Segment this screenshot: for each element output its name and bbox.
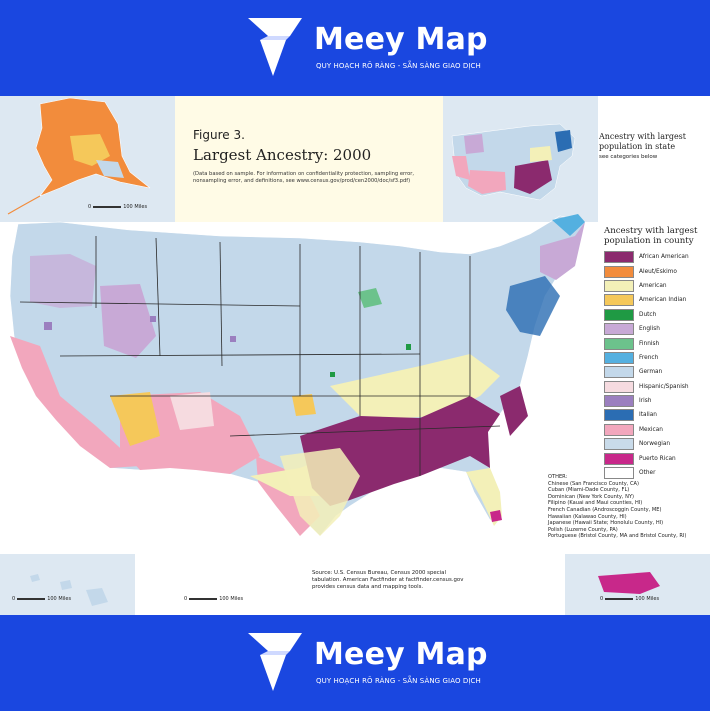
legend-label: African American xyxy=(639,254,689,261)
legend-item: Norwegian xyxy=(604,437,706,451)
legend-label: Other xyxy=(639,470,656,477)
legend-item: Mexican xyxy=(604,423,706,437)
legend-item: German xyxy=(604,365,706,379)
legend-swatch xyxy=(604,452,634,465)
other-line: Polish (Luzerne County, PA) xyxy=(548,526,618,533)
legend-item: African American xyxy=(604,250,706,264)
legend-swatch xyxy=(604,308,634,321)
legend-label: American Indian xyxy=(639,297,687,304)
legend-swatch xyxy=(604,380,634,393)
scale-label: 100 Miles xyxy=(123,204,148,210)
figure-note: (Data based on sample. For information o… xyxy=(193,171,415,184)
alaska-scale: 0 100 Miles xyxy=(88,204,147,210)
legend-label: Italian xyxy=(639,412,657,419)
legend-swatch xyxy=(604,366,634,379)
legend-item: American xyxy=(604,279,706,293)
legend-swatch xyxy=(604,351,634,364)
legend-swatch xyxy=(604,409,634,422)
other-line: Japanese (Hawaii State; Honolulu County,… xyxy=(548,520,664,527)
scale-zero: 0 xyxy=(12,596,16,602)
other-ancestries: OTHER: Chinese (San Francisco County, CA… xyxy=(548,474,710,540)
state-inset-subtitle: see categories below xyxy=(599,154,658,160)
legend-label: Finnish xyxy=(639,340,660,347)
scale-label: 100 Miles xyxy=(219,596,244,602)
legend-swatch xyxy=(604,337,634,350)
source-note: Source: U.S. Census Bureau, Census 2000 … xyxy=(312,570,472,591)
legend-label: Aleut/Eskimo xyxy=(639,268,677,275)
hawaii-scale: 0 100 Miles xyxy=(12,596,71,602)
legend-swatch xyxy=(604,323,634,336)
ancestry-map: Figure 3. Largest Ancestry: 2000 (Data b… xyxy=(0,96,710,615)
main-scale: 0 100 Miles xyxy=(184,596,243,602)
figure-title: Largest Ancestry: 2000 xyxy=(193,146,372,164)
other-line: Chinese (San Francisco County, CA) xyxy=(548,480,639,487)
legend-label: Norwegian xyxy=(639,441,671,448)
legend-item: American Indian xyxy=(604,293,706,307)
legend-label: Mexican xyxy=(639,426,663,433)
scale-label: 100 Miles xyxy=(635,596,660,602)
legend-swatch xyxy=(604,395,634,408)
legend-swatch xyxy=(604,467,634,480)
legend-title: Ancestry with largest population in coun… xyxy=(604,226,698,246)
state-inset-title: Ancestry with largest population in stat… xyxy=(599,132,686,151)
legend-item: Irish xyxy=(604,394,706,408)
legend-swatch xyxy=(604,438,634,451)
legend-swatch xyxy=(604,294,634,307)
legend-label: German xyxy=(639,369,663,376)
brand-tagline: QUY HOẠCH RÕ RÀNG - SẴN SÀNG GIAO DỊCH xyxy=(316,677,481,685)
brand-logo[interactable]: Meey Map QUY HOẠCH RÕ RÀNG - SẴN SÀNG GI… xyxy=(246,631,488,697)
figure-number: Figure 3. xyxy=(193,128,245,142)
brand-tagline: QUY HOẠCH RÕ RÀNG - SẴN SÀNG GIAO DỊCH xyxy=(316,62,481,70)
legend-label: Puerto Rican xyxy=(639,455,676,462)
top-banner: Meey Map QUY HOẠCH RÕ RÀNG - SẴN SÀNG GI… xyxy=(0,0,710,96)
puerto-rico-scale: 0 100 Miles xyxy=(600,596,659,602)
legend-label: Irish xyxy=(639,398,652,405)
meey-logo-icon xyxy=(248,633,302,691)
legend-item: English xyxy=(604,322,706,336)
other-line: Hawaiian (Kalawao County, HI) xyxy=(548,513,627,520)
map-legend: Ancestry with largest population in coun… xyxy=(598,223,710,485)
other-line: Filipino (Kauai and Maui counties, HI) xyxy=(548,500,643,507)
legend-item: Dutch xyxy=(604,308,706,322)
legend-item: Finnish xyxy=(604,336,706,350)
bottom-banner: Meey Map QUY HOẠCH RÕ RÀNG - SẴN SÀNG GI… xyxy=(0,615,710,711)
other-line: Portuguese (Bristol County, MA and Brist… xyxy=(548,533,687,540)
scale-zero: 0 xyxy=(88,204,92,210)
legend-label: Hispanic/Spanish xyxy=(639,383,689,390)
legend-swatch xyxy=(604,423,634,436)
scale-zero: 0 xyxy=(184,596,188,602)
other-heading: OTHER: xyxy=(548,474,568,480)
brand-name: Meey Map xyxy=(314,22,488,57)
scale-label: 100 Miles xyxy=(47,596,72,602)
other-line: Dominican (New York County, NY) xyxy=(548,493,635,500)
figure-panel: Figure 3. Largest Ancestry: 2000 (Data b… xyxy=(175,96,443,222)
legend-label: French xyxy=(639,354,659,361)
legend-item: Puerto Rican xyxy=(604,451,706,465)
legend-swatch xyxy=(604,251,634,264)
legend-label: English xyxy=(639,326,660,333)
meey-logo-icon xyxy=(248,18,302,76)
other-line: Cuban (Miami-Dade County, FL) xyxy=(548,487,630,494)
legend-item: Hispanic/Spanish xyxy=(604,380,706,394)
legend-label: American xyxy=(639,282,667,289)
legend-item: French xyxy=(604,351,706,365)
legend-item: Aleut/Eskimo xyxy=(604,264,706,278)
other-line: French Canadian (Androscoggin County, ME… xyxy=(548,506,662,513)
legend-item: Italian xyxy=(604,408,706,422)
legend-swatch xyxy=(604,265,634,278)
legend-swatch xyxy=(604,279,634,292)
scale-zero: 0 xyxy=(600,596,604,602)
legend-label: Dutch xyxy=(639,311,657,318)
legend-item: Other xyxy=(604,466,706,480)
brand-logo[interactable]: Meey Map QUY HOẠCH RÕ RÀNG - SẴN SÀNG GI… xyxy=(246,16,488,82)
brand-name: Meey Map xyxy=(314,637,488,672)
